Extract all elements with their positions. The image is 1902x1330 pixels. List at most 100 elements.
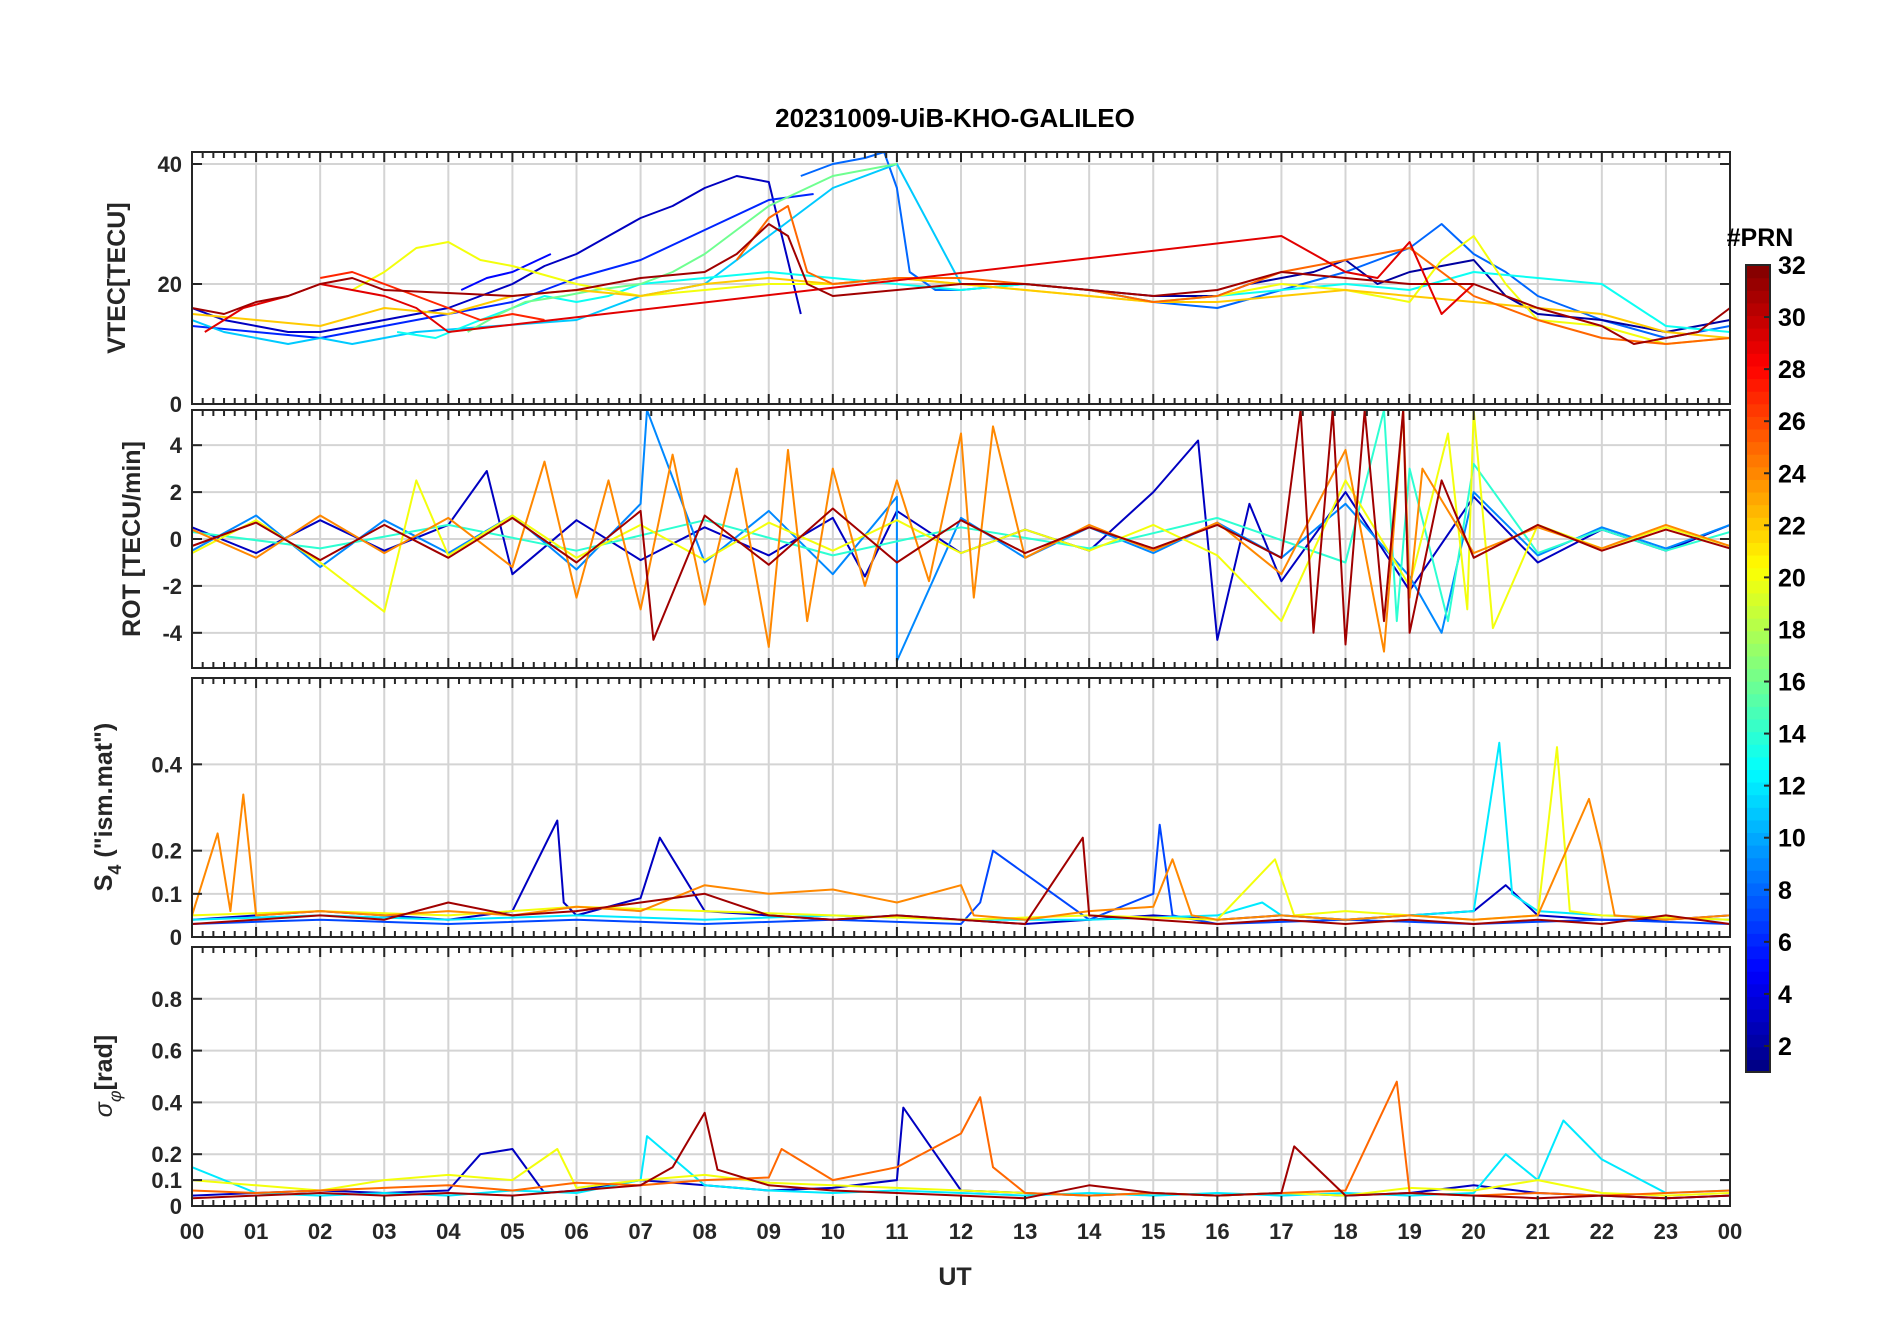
y-axis-title: S4 ("ism.mat") <box>90 723 125 892</box>
colorbar-segment <box>1746 580 1770 594</box>
x-tick-label: 03 <box>372 1219 396 1244</box>
x-tick-label: 12 <box>949 1219 973 1244</box>
series-line-prn-5 <box>460 253 552 291</box>
x-tick-label: 02 <box>308 1219 332 1244</box>
colorbar-tick-label: 4 <box>1778 981 1792 1009</box>
colorbar-segment <box>1746 996 1770 1010</box>
x-tick-label: 16 <box>1205 1219 1229 1244</box>
colorbar-segment <box>1746 491 1770 506</box>
colorbar-segment <box>1746 908 1770 922</box>
colorbar-tick-label: 30 <box>1778 304 1806 332</box>
x-tick-label: 04 <box>436 1219 461 1244</box>
colorbar-segment <box>1746 542 1770 556</box>
y-tick-label: 40 <box>158 152 182 177</box>
y-tick-label: 0.1 <box>151 1168 182 1193</box>
colorbar-segment <box>1746 378 1770 392</box>
colorbar-segment <box>1746 693 1770 707</box>
colorbar-segment <box>1746 983 1770 997</box>
series-group <box>192 1080 1730 1200</box>
colorbar-segment <box>1746 819 1770 834</box>
x-tick-label: 13 <box>1013 1219 1037 1244</box>
series-line-prn-2 <box>1025 259 1730 333</box>
x-tick-label: 01 <box>244 1219 268 1244</box>
colorbar-segment <box>1746 302 1770 317</box>
series-line-prn-13 <box>396 271 1730 339</box>
series-line-prn-25 <box>735 205 1730 345</box>
colorbar-segment <box>1746 857 1770 871</box>
colorbar-segment <box>1746 845 1770 859</box>
colorbar-segment <box>1746 807 1770 821</box>
x-tick-label: 19 <box>1397 1219 1421 1244</box>
colorbar-segment <box>1746 517 1770 531</box>
colorbar-tick-label: 8 <box>1778 877 1792 905</box>
series-line-prn-31 <box>192 223 1730 345</box>
x-tick-label: 18 <box>1333 1219 1357 1244</box>
series-line-prn-7 <box>192 823 1730 925</box>
colorbar-segment <box>1746 1008 1770 1023</box>
colorbar-segment <box>1746 794 1770 808</box>
series-line-prn-20 <box>192 410 1730 630</box>
series-line-prn-14 <box>192 410 1730 623</box>
x-tick-label: 00 <box>1718 1219 1742 1244</box>
colorbar-segment <box>1746 630 1770 644</box>
colorbar-segment <box>1746 731 1770 745</box>
y-tick-label: 0.6 <box>151 1039 182 1064</box>
colorbar-segment <box>1746 1046 1770 1060</box>
colorbar-frame <box>1745 264 1771 1073</box>
colorbar-tick-label: 28 <box>1778 356 1806 384</box>
colorbar-segment <box>1746 277 1770 291</box>
series-line-prn-8 <box>800 152 1730 339</box>
series-line-prn-12 <box>192 1119 1730 1197</box>
y-tick-label: 0.8 <box>151 987 182 1012</box>
series-line-prn-6 <box>192 193 814 339</box>
colorbar-tick-label: 2 <box>1778 1033 1792 1061</box>
x-tick-label: 15 <box>1141 1219 1165 1244</box>
colorbar-segment <box>1746 681 1770 695</box>
x-tick-label: 20 <box>1461 1219 1485 1244</box>
colorbar-tick-label: 16 <box>1778 669 1806 697</box>
x-axis-title: UT <box>938 1263 971 1291</box>
colorbar-segment <box>1746 933 1770 947</box>
y-tick-label: -4 <box>162 621 182 646</box>
colorbar-segment <box>1746 504 1770 518</box>
series-group <box>192 410 1730 662</box>
colorbar-segment <box>1746 454 1770 468</box>
y-tick-label: 0 <box>170 925 182 950</box>
colorbar-segment <box>1746 555 1770 569</box>
colorbar-segment <box>1746 718 1770 733</box>
series-line-prn-12 <box>192 741 1730 921</box>
colorbar-segment <box>1746 882 1770 897</box>
y-tick-label: 0.4 <box>151 752 182 777</box>
colorbar-segment <box>1746 832 1770 846</box>
colorbar-segment <box>1746 870 1770 884</box>
y-tick-label: 0.1 <box>151 882 182 907</box>
panel-vtec: 0 20 40 VTEC[TECU] <box>103 151 1731 417</box>
colorbar-tick-label: 14 <box>1778 721 1806 749</box>
x-tick-label: 09 <box>757 1219 781 1244</box>
series-line-prn-31 <box>192 1111 1730 1200</box>
colorbar-segment <box>1746 529 1770 544</box>
y-tick-label: 4 <box>170 433 183 458</box>
panel-rot: -4 -2 0 2 4 ROT [TECU/min] <box>118 409 1731 669</box>
colorbar-segment <box>1746 1034 1770 1048</box>
colorbar-segment <box>1746 265 1770 279</box>
series-line-prn-16 <box>467 163 898 333</box>
y-tick-label: 0 <box>170 392 182 417</box>
x-tick-label: 07 <box>628 1219 652 1244</box>
colorbar-segment <box>1746 643 1770 657</box>
x-tick-label: 22 <box>1590 1219 1614 1244</box>
x-tick-label: 05 <box>500 1219 524 1244</box>
colorbar-segment <box>1746 655 1770 670</box>
colorbar-segment <box>1746 441 1770 455</box>
colorbar-tick-label: 18 <box>1778 616 1806 644</box>
colorbar-segment <box>1746 567 1770 581</box>
colorbar-tick-label: 22 <box>1778 512 1806 540</box>
panel-sigma-phi: 00.10.2 0.4 0.6 0.8 σφ[rad] <box>90 946 1731 1219</box>
y-tick-label: 0.2 <box>151 839 182 864</box>
x-tick-label: 11 <box>885 1219 908 1244</box>
series-line-prn-11 <box>192 163 962 345</box>
colorbar-segment <box>1746 365 1770 380</box>
